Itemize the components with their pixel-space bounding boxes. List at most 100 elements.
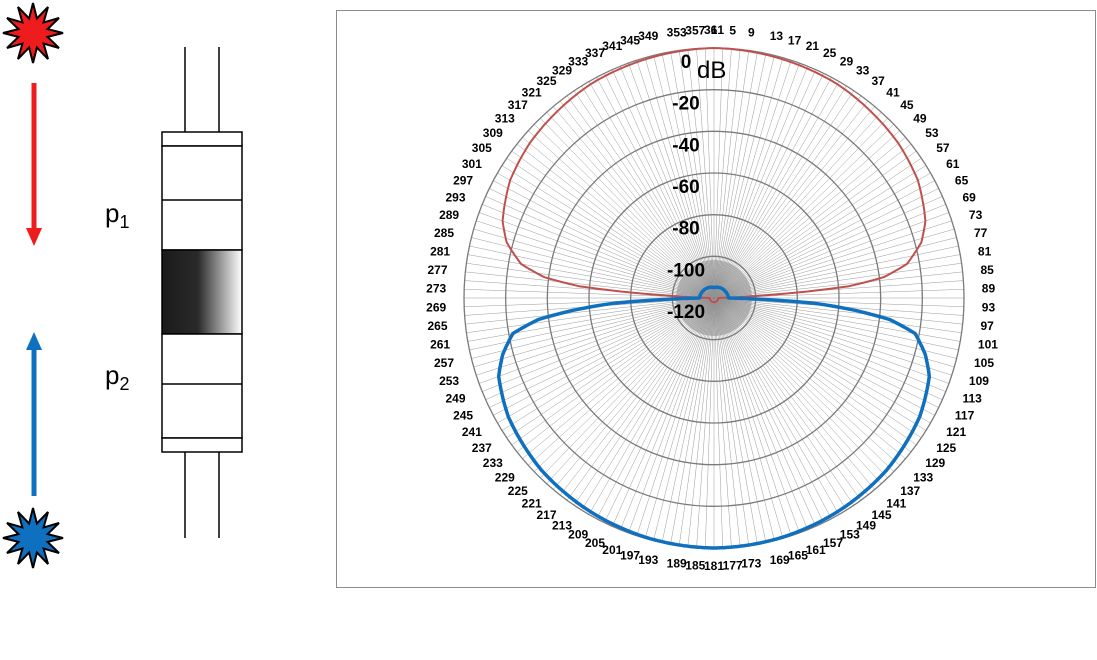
source-diagram: p1 p2 [2, 2, 243, 569]
angle-tick-label: 45 [900, 98, 914, 112]
series-line-red [501, 47, 927, 304]
angle-tick-label: 137 [900, 484, 920, 498]
angle-tick-label: 181 [704, 559, 724, 573]
angle-tick-label: 33 [856, 64, 870, 78]
angle-tick-label: 85 [981, 263, 995, 277]
angle-tick-label: 341 [602, 39, 622, 53]
angle-tick-label: 281 [430, 245, 450, 259]
angle-tick-label: 133 [913, 470, 933, 484]
angle-tick-label: 309 [483, 126, 503, 140]
angle-tick-label: 113 [963, 391, 983, 405]
angle-tick-label: 269 [426, 300, 446, 314]
angle-tick-label: 141 [886, 496, 906, 510]
angle-tick-label: 25 [823, 46, 837, 60]
angle-tick-label: 213 [552, 518, 572, 532]
angle-tick-label: 313 [495, 112, 515, 126]
angle-tick-label: 321 [522, 86, 542, 100]
angle-tick-label: 349 [638, 29, 658, 43]
angle-tick-label: 57 [936, 141, 950, 155]
angle-tick-label: 301 [462, 157, 482, 171]
angle-tick-label: 249 [445, 391, 465, 405]
angle-tick-label: 173 [741, 556, 761, 570]
angle-tick-label: 37 [872, 74, 886, 88]
angle-tick-label: 325 [536, 74, 556, 88]
angle-tick-label: 5 [729, 24, 736, 38]
angle-tick-label: 205 [585, 536, 605, 550]
angle-tick-label: 61 [946, 157, 960, 171]
ring-tick-label: -60 [672, 177, 699, 198]
angle-tick-label: 105 [974, 356, 994, 370]
radial-gridline [505, 89, 923, 507]
angle-tick-label: 333 [568, 54, 588, 68]
angle-tick-label: 201 [602, 543, 622, 557]
angle-tick-label: 1 [711, 23, 718, 37]
angle-tick-label: 65 [955, 174, 969, 188]
angle-tick-label: 217 [536, 508, 556, 522]
angle-tick-label: 357 [685, 24, 705, 38]
test-sample [161, 249, 243, 335]
angle-tick-label: 9 [748, 26, 755, 40]
angle-tick-label: 149 [856, 518, 876, 532]
angle-tick-label: 169 [770, 553, 790, 567]
angle-tick-label: 241 [462, 425, 482, 439]
radial-gridlines [463, 47, 965, 549]
angle-tick-label: 329 [552, 64, 572, 78]
angle-tick-label: 77 [974, 226, 988, 240]
angle-tick-label: 29 [840, 54, 854, 68]
angle-tick-label: 69 [963, 191, 977, 205]
angle-tick-label: 265 [427, 319, 447, 333]
angle-tick-label: 21 [806, 39, 820, 53]
angle-tick-label: 117 [955, 409, 975, 423]
angle-tick-label: 53 [925, 126, 939, 140]
angle-tick-label: 273 [426, 282, 446, 296]
angle-tick-label: 81 [978, 245, 992, 259]
angle-tick-label: 317 [508, 98, 528, 112]
angle-tick-label: 157 [823, 536, 843, 550]
red-arrow-down [26, 83, 42, 246]
ring-tick-label: -80 [672, 219, 699, 240]
angle-tick-label: 245 [453, 409, 473, 423]
angle-tick-label: 145 [872, 508, 892, 522]
series-group [496, 47, 932, 550]
center-grid-density [676, 260, 752, 336]
polar-chart-frame: 1 5 9 13 17 21 25 29 33 37 41 45 49 53 57 61 65 69 73 77 81 8… [336, 10, 1096, 588]
radial-gridline [630, 214, 798, 382]
angle-tick-label: 353 [667, 26, 687, 40]
radial-gridline [588, 172, 840, 424]
angle-tick-label: 285 [434, 226, 454, 240]
angle-tick-label: 193 [638, 553, 658, 567]
angle-tick-label: 109 [969, 374, 989, 388]
ring-tick-label: -20 [672, 94, 699, 115]
angle-tick-label: 49 [913, 112, 927, 126]
unit-label: dB [697, 57, 726, 84]
radial-gridline [546, 130, 882, 466]
angle-tick-label: 233 [483, 456, 503, 470]
angle-tick-label: 165 [788, 549, 808, 563]
angle-tick-label: 361 [704, 23, 724, 37]
angle-tick-label: 189 [667, 556, 687, 570]
angle-tick-label: 225 [508, 484, 528, 498]
angle-tick-label: 101 [978, 338, 998, 352]
angle-tick-label: 277 [427, 263, 447, 277]
angle-tick-label: 17 [788, 33, 802, 47]
ring-tick-label: 0 [681, 52, 692, 73]
angle-tick-label: 89 [982, 282, 996, 296]
angle-tick-label: 161 [806, 543, 826, 557]
angle-tick-label: 153 [840, 528, 860, 542]
angle-tick-label: 337 [585, 46, 605, 60]
angle-tick-label: 289 [439, 208, 459, 222]
angle-tick-label: 237 [472, 441, 492, 455]
tube [161, 47, 243, 538]
blue-source-starburst-icon [2, 507, 64, 569]
angle-tick-label: 177 [723, 558, 743, 572]
ring-labels: 0 -20 -40 -60 -80 -100 -120 [667, 52, 705, 323]
polar-chart: 1 5 9 13 17 21 2529333741454953576165697377818… [426, 23, 998, 573]
angle-tick-label: 185 [685, 558, 705, 572]
angle-labels: 1 5 9 13 17 21 2529333741454953576165697377818… [426, 23, 998, 573]
angle-tick-label: 253 [439, 374, 459, 388]
angle-tick-label: 209 [568, 528, 588, 542]
angle-tick-label: 261 [430, 338, 450, 352]
angle-tick-label: 305 [472, 141, 492, 155]
angle-tick-label: 129 [925, 456, 945, 470]
angle-tick-label: 125 [936, 441, 956, 455]
